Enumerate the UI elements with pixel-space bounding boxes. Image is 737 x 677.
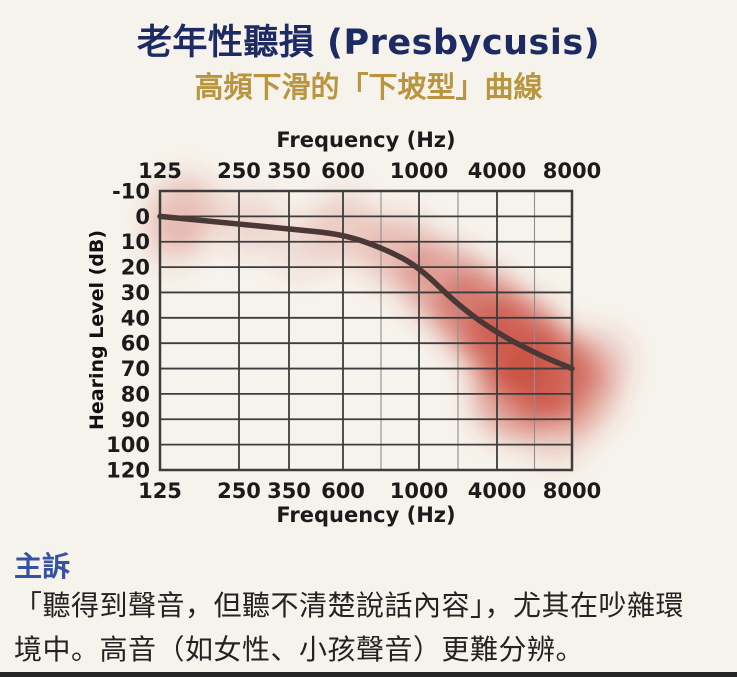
highlight-blob <box>497 324 593 420</box>
highlight-blob <box>434 268 522 356</box>
x-axis-tick-label-bottom: 125 <box>138 479 182 503</box>
y-axis-tick-label: 100 <box>106 433 150 457</box>
highlight-blob <box>311 194 379 262</box>
x-axis-tick-label-bottom: 250 <box>217 479 261 503</box>
page-title: 老年性聽損 (Presbycusis) <box>136 23 601 63</box>
x-axis-tick-label-top: 600 <box>321 159 365 183</box>
highlight-blob <box>402 242 482 322</box>
x-axis-tick-label-top: 4000 <box>468 159 526 183</box>
x-axis-tick-label-bottom: 350 <box>267 479 311 503</box>
high-frequency-loss-highlight <box>144 176 630 462</box>
page-subtitle: 高頻下滑的「下坡型」曲線 <box>194 70 543 104</box>
x-axis-tick-label-bottom: 8000 <box>543 479 601 503</box>
highlight-blob <box>473 356 557 440</box>
highlight-blob <box>522 394 590 462</box>
complaint-body: 「聽得到聲音，但聽不清楚說話內容」，尤其在吵雜環 境中。高音（如女性、小孩聲音）… <box>14 584 729 672</box>
y-axis-tick-label: 10 <box>121 230 150 254</box>
complaint-text-line-2: 境中。高音（如女性、小孩聲音）更難分辨。 <box>14 633 585 666</box>
highlight-blob <box>537 352 617 432</box>
y-axis-tick-label: 70 <box>121 357 150 381</box>
highlight-blob <box>222 194 282 254</box>
y-axis-title: Hearing Level (dB) <box>86 229 108 431</box>
complaint-text-line-1: 「聽得到聲音，但聽不清楚說話內容」，尤其在吵雜環 <box>14 589 685 622</box>
x-axis-tick-label-bottom: 1000 <box>390 479 448 503</box>
x-axis-tick-label-bottom: 4000 <box>468 479 526 503</box>
x-axis-tick-label-bottom: 600 <box>321 479 365 503</box>
y-axis-tick-label: 80 <box>121 382 150 406</box>
highlight-blob <box>566 330 630 394</box>
y-axis-tick-label: 0 <box>135 205 150 229</box>
y-axis-tick-label: 40 <box>121 306 150 330</box>
highlight-blob <box>274 220 330 276</box>
y-axis-tick-label: -10 <box>112 180 150 204</box>
highlight-blob <box>364 216 436 288</box>
y-axis-tick-label: 90 <box>121 408 150 432</box>
highlight-blob <box>144 216 196 268</box>
x-axis-tick-label-top: 8000 <box>543 159 601 183</box>
highlight-blob <box>149 176 221 248</box>
highlight-blob <box>464 294 560 390</box>
x-axis-title-top: Frequency (Hz) <box>276 128 456 152</box>
y-axis-tick-label: 30 <box>121 281 150 305</box>
x-axis-tick-label-top: 125 <box>138 159 182 183</box>
y-axis-tick-label: 120 <box>106 459 150 483</box>
hearing-curve <box>157 213 575 372</box>
x-axis-tick-label-top: 1000 <box>390 159 448 183</box>
y-axis-tick-label: 60 <box>121 332 150 356</box>
plot-frame <box>158 189 574 472</box>
complaint-heading: 主訴 <box>14 550 71 583</box>
y-axis-tick-label: 20 <box>121 256 150 280</box>
x-axis-tick-label-top: 250 <box>217 159 261 183</box>
x-axis-title-bottom: Frequency (Hz) <box>276 503 456 527</box>
x-axis-tick-label-top: 350 <box>267 159 311 183</box>
bottom-divider-bar <box>0 672 737 677</box>
